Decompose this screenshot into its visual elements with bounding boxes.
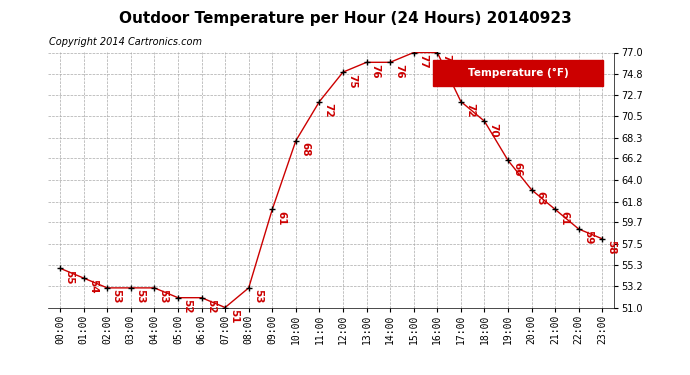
Text: 61: 61 xyxy=(277,211,286,225)
Text: 72: 72 xyxy=(465,103,475,117)
Text: 75: 75 xyxy=(347,74,357,88)
Text: 52: 52 xyxy=(206,299,216,314)
Text: 70: 70 xyxy=(489,123,499,137)
Text: 63: 63 xyxy=(535,191,546,206)
Text: 68: 68 xyxy=(300,142,310,157)
Text: 51: 51 xyxy=(229,309,239,323)
Text: 52: 52 xyxy=(182,299,192,314)
Text: 53: 53 xyxy=(159,289,168,304)
Text: Outdoor Temperature per Hour (24 Hours) 20140923: Outdoor Temperature per Hour (24 Hours) … xyxy=(119,11,571,26)
Text: 54: 54 xyxy=(88,279,98,294)
Text: 58: 58 xyxy=(607,240,616,255)
Text: 76: 76 xyxy=(371,64,381,78)
Text: 61: 61 xyxy=(560,211,569,225)
Text: 76: 76 xyxy=(394,64,404,78)
FancyBboxPatch shape xyxy=(433,60,603,86)
Text: 66: 66 xyxy=(512,162,522,176)
Text: 77: 77 xyxy=(442,54,451,69)
Text: 77: 77 xyxy=(418,54,428,69)
Text: Temperature (°F): Temperature (°F) xyxy=(468,68,569,78)
Text: 59: 59 xyxy=(583,230,593,245)
Text: 72: 72 xyxy=(324,103,333,117)
Text: 53: 53 xyxy=(253,289,263,304)
Text: 53: 53 xyxy=(135,289,145,304)
Text: Copyright 2014 Cartronics.com: Copyright 2014 Cartronics.com xyxy=(49,38,202,47)
Text: 55: 55 xyxy=(64,270,75,284)
Text: 53: 53 xyxy=(111,289,121,304)
